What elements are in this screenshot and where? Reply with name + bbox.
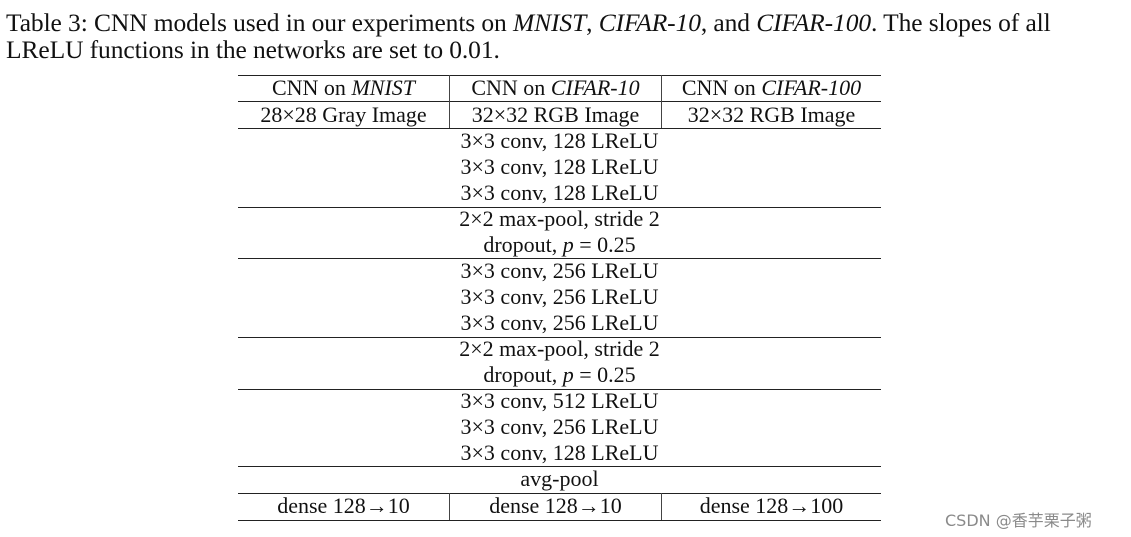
dataset-cifar10: CIFAR-10 [598,8,701,37]
table-caption: Table 3: CNN models used in our experime… [6,8,1051,64]
layer-conv: 3×3 conv, 256 LReLU [460,414,659,439]
col-divider-2 [661,75,663,128]
col-divider-1 [449,75,451,128]
layer-maxpool: 2×2 max-pool, stride 2 [459,206,660,231]
dataset-mnist: MNIST [512,8,587,37]
rule-header [238,101,881,103]
layer-conv: 3×3 conv, 256 LReLU [460,258,659,283]
layer-conv: 3×3 conv, 128 LReLU [460,180,659,205]
input-cifar10: 32×32 RGB Image [471,102,640,127]
input-cifar100: 32×32 RGB Image [687,102,856,127]
cnn-architecture-table: CNN on MNIST CNN on CIFAR-10 CNN on CIFA… [238,74,881,524]
rule-block5 [238,466,881,468]
input-mnist: 28×28 Gray Image [260,102,427,127]
output-cifar100: dense 128→100 [699,493,844,518]
header-cifar10: CNN on CIFAR-10 [471,75,640,100]
output-cifar10: dense 128→10 [489,493,622,518]
layer-conv: 3×3 conv, 256 LReLU [460,310,659,335]
layer-avgpool: avg-pool [520,466,599,491]
rule-top [238,75,881,77]
col-divider-2-bottom [661,493,663,520]
layer-dropout: dropout, p = 0.25 [483,232,636,257]
csdn-watermark: CSDN @香芋栗子粥 [945,511,1092,530]
layer-dropout: dropout, p = 0.25 [483,362,636,387]
output-mnist: dense 128→10 [277,493,410,518]
rule-block2 [238,258,881,260]
layer-conv: 3×3 conv, 128 LReLU [460,154,659,179]
layer-conv: 3×3 conv, 256 LReLU [460,284,659,309]
rule-block6 [238,493,881,495]
rule-block4 [238,389,881,391]
rule-bottom [238,520,881,522]
layer-conv: 3×3 conv, 128 LReLU [460,440,659,465]
layer-conv: 3×3 conv, 128 LReLU [460,128,659,153]
rule-block1 [238,207,881,209]
dataset-cifar100: CIFAR-100 [756,8,872,37]
rule-input [238,128,881,130]
col-divider-1-bottom [449,493,451,520]
header-mnist: CNN on MNIST [271,75,415,100]
layer-maxpool: 2×2 max-pool, stride 2 [459,336,660,361]
header-cifar100: CNN on CIFAR-100 [681,75,862,100]
rule-block3 [238,337,881,339]
layer-conv: 3×3 conv, 512 LReLU [460,388,659,413]
caption-label: Table 3: [6,8,88,37]
